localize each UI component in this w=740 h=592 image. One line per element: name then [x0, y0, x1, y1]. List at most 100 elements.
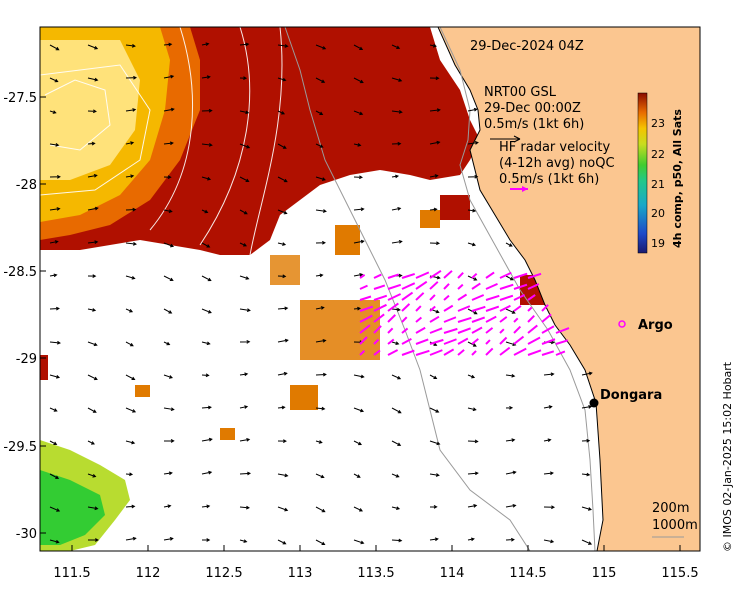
hf-radar-arrow: [429, 294, 436, 301]
model-current-arrow: [277, 439, 287, 443]
hf-radar-arrow: [541, 325, 555, 334]
model-current-arrow: [429, 241, 441, 246]
model-current-arrow: [125, 43, 136, 48]
model-current-arrow: [315, 240, 326, 245]
model-current-arrow: [49, 440, 58, 445]
model-current-arrow: [239, 308, 251, 312]
model-current-arrow: [277, 539, 287, 545]
hf-radar-arrow: [471, 338, 479, 345]
hf-radar-arrow: [499, 316, 508, 323]
model-current-arrow: [239, 209, 248, 215]
model-current-arrow: [353, 77, 364, 84]
model-current-arrow: [163, 42, 173, 47]
model-current-arrow: [467, 374, 476, 379]
hf-radar-arrow: [359, 305, 374, 312]
model-current-arrow: [163, 107, 175, 112]
hf-radar-arrow: [415, 305, 422, 312]
model-current-arrow: [315, 372, 327, 377]
hf-radar-arrow: [527, 272, 542, 279]
model-current-arrow: [277, 473, 289, 478]
colorbar-tick: 21: [651, 178, 665, 191]
hf-radar-arrow: [457, 327, 471, 334]
model-current-arrow: [163, 74, 175, 79]
model-current-arrow: [429, 473, 440, 477]
model-current-arrow: [201, 470, 213, 475]
hf-radar-arrow: [457, 305, 471, 312]
model-current-arrow: [467, 208, 477, 213]
model-current-arrow: [49, 273, 58, 278]
model-current-arrow: [505, 470, 517, 475]
model-current-arrow: [239, 372, 249, 377]
hf-radar-arrow: [485, 305, 500, 312]
model-current-arrow: [391, 538, 403, 543]
hf-radar-arrow: [443, 294, 450, 301]
hf-radar-arrow: [443, 316, 457, 323]
x-tick-label: 114: [440, 566, 465, 581]
model-current-arrow: [467, 504, 478, 508]
model-current-arrow: [429, 207, 438, 212]
model-current-arrow: [87, 173, 98, 178]
model-current-arrow: [391, 77, 403, 82]
hf-radar-arrow: [555, 339, 569, 345]
model-current-arrow: [87, 77, 99, 82]
model-current-arrow: [391, 440, 402, 446]
hf-radar-arrow: [471, 282, 481, 290]
hf-radar-arrow: [359, 314, 373, 323]
model-current-arrow: [543, 372, 555, 377]
hf-radar-arrow: [541, 338, 556, 345]
model-current-arrow: [87, 440, 95, 445]
model-current-arrow: [87, 109, 97, 114]
hf-radar-arrow: [471, 305, 486, 312]
x-tick-label: 112.5: [205, 566, 242, 581]
model-current-arrow: [353, 110, 364, 116]
model-current-arrow: [353, 239, 365, 244]
sst-pixel-cluster: [270, 255, 300, 285]
hf-radar-arrow: [359, 349, 366, 356]
model-current-arrow: [239, 471, 252, 476]
hf-radar-arrow: [471, 272, 478, 279]
model-current-arrow: [353, 143, 362, 147]
model-current-arrow: [277, 242, 287, 246]
x-tick-label: 113.5: [357, 566, 394, 581]
model-current-arrow: [429, 174, 439, 178]
model-current-arrow: [277, 176, 288, 183]
hf-radar-arrow: [415, 316, 423, 323]
y-tick-label: -28.5: [3, 265, 37, 280]
model-current-arrow: [315, 77, 326, 83]
model-current-arrow: [277, 143, 287, 149]
model-current-arrow: [87, 538, 99, 542]
model-current-arrow: [353, 440, 362, 446]
model-current-arrow: [315, 176, 326, 181]
colorbar: [637, 92, 648, 254]
model-current-arrow: [429, 407, 440, 413]
x-tick-label: 115: [592, 566, 617, 581]
model-current-arrow: [163, 341, 171, 346]
model-current-arrow: [239, 242, 247, 247]
model-current-arrow: [163, 275, 174, 282]
hf-radar-arrow: [485, 315, 497, 323]
hf-radar-arrow: [541, 313, 552, 323]
model-current-arrow: [277, 274, 287, 279]
model-current-arrow: [201, 504, 211, 509]
colorbar-tick: 22: [651, 148, 665, 161]
model-current-arrow: [467, 439, 479, 444]
model-current-arrow: [353, 306, 362, 311]
model-current-arrow: [239, 176, 250, 182]
model-current-arrow: [543, 471, 554, 476]
hf-radar-arrow: [387, 302, 399, 312]
model-current-arrow: [353, 44, 364, 50]
y-tick-labels: -27.5 -28 -28.5 -29 -29.5 -30: [3, 91, 37, 542]
sst-pixel-cluster: [290, 385, 318, 410]
hf-radar-arrow: [373, 294, 388, 301]
radar-label-line2: (4-12h avg) noQC: [499, 156, 615, 171]
argo-marker: [618, 320, 626, 328]
model-current-arrow: [125, 207, 137, 212]
hf-radar-arrow: [429, 270, 442, 279]
model-current-arrow: [543, 405, 553, 409]
sst-pixel-cluster: [300, 300, 380, 360]
model-current-arrow: [87, 473, 97, 478]
hf-radar-arrow: [499, 336, 508, 345]
sst-pixel-cluster: [335, 225, 360, 255]
hf-radar-arrow: [401, 272, 416, 279]
model-current-arrow: [49, 77, 59, 83]
